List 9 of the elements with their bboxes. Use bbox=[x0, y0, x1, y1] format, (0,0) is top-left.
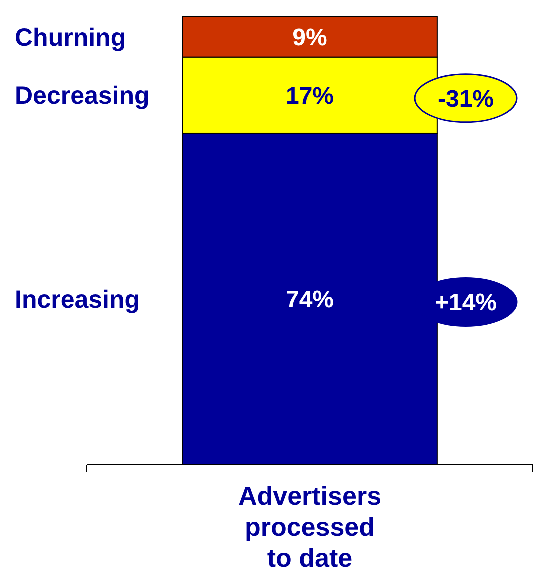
series-label: Increasing bbox=[15, 286, 140, 314]
data-label: 17% bbox=[286, 82, 334, 110]
x-axis-title: Advertisers processed to date bbox=[238, 481, 382, 573]
text: Churning bbox=[15, 24, 126, 52]
text: -31% bbox=[438, 86, 494, 113]
data-label: 74% bbox=[286, 286, 334, 314]
data-label: 9% bbox=[292, 24, 328, 52]
series-label: Decreasing bbox=[15, 82, 150, 110]
annotation: +14% bbox=[434, 290, 498, 317]
